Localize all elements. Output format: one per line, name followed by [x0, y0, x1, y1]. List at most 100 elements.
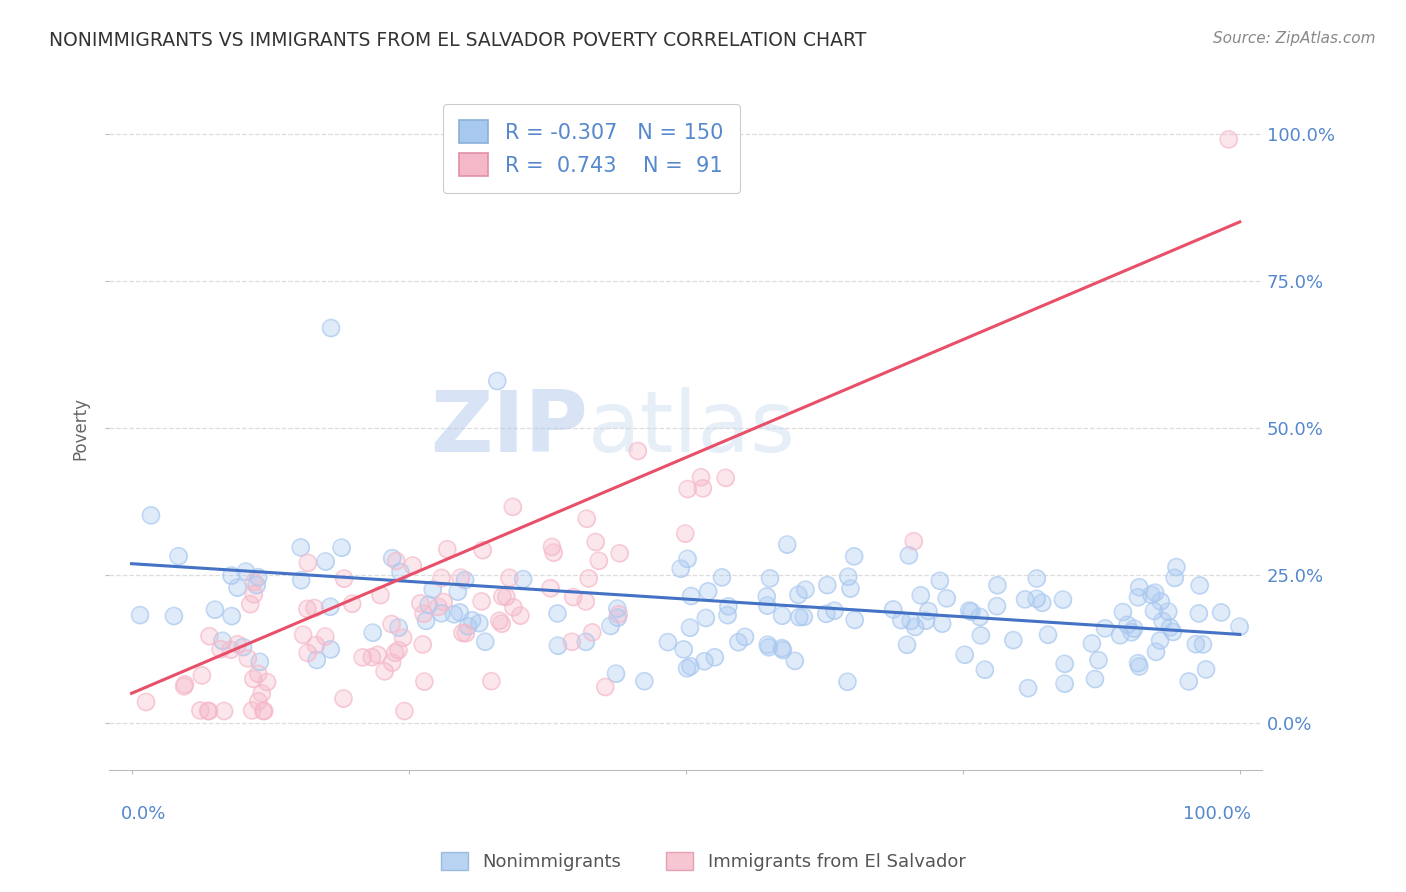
Point	[412, 607, 434, 621]
Point	[693, 654, 716, 668]
Point	[986, 578, 1008, 592]
Point	[1025, 591, 1047, 606]
Point	[1126, 591, 1149, 605]
Point	[512, 572, 534, 586]
Point	[928, 574, 950, 588]
Point	[1140, 588, 1163, 602]
Point	[402, 558, 425, 573]
Point	[561, 634, 583, 648]
Point	[727, 635, 749, 649]
Point	[232, 640, 254, 654]
Point	[986, 599, 1008, 614]
Point	[1123, 622, 1146, 636]
Point	[1126, 656, 1149, 670]
Point	[304, 601, 326, 615]
Point	[1128, 580, 1150, 594]
Point	[449, 605, 471, 619]
Point	[714, 471, 737, 485]
Point	[1149, 633, 1171, 648]
Point	[575, 511, 598, 525]
Point	[970, 628, 993, 642]
Point	[381, 656, 404, 670]
Point	[772, 643, 794, 657]
Point	[402, 558, 425, 573]
Point	[1211, 606, 1233, 620]
Point	[717, 599, 740, 614]
Point	[430, 571, 453, 585]
Point	[243, 574, 266, 589]
Point	[197, 704, 219, 718]
Point	[547, 639, 569, 653]
Point	[1188, 578, 1211, 592]
Point	[562, 590, 585, 604]
Point	[986, 599, 1008, 614]
Text: atlas: atlas	[588, 386, 796, 470]
Point	[578, 571, 600, 585]
Point	[633, 674, 655, 689]
Point	[1143, 604, 1166, 618]
Point	[605, 666, 627, 681]
Point	[340, 597, 363, 611]
Point	[221, 609, 243, 624]
Text: 0.0%: 0.0%	[121, 805, 166, 823]
Point	[717, 599, 740, 614]
Point	[139, 508, 162, 523]
Point	[188, 703, 211, 717]
Point	[957, 603, 980, 617]
Point	[204, 602, 226, 616]
Point	[1116, 617, 1139, 632]
Point	[173, 677, 195, 691]
Point	[381, 551, 404, 566]
Point	[900, 614, 922, 628]
Point	[1036, 628, 1059, 642]
Point	[249, 655, 271, 669]
Point	[681, 589, 703, 603]
Point	[173, 677, 195, 691]
Point	[1188, 607, 1211, 621]
Point	[226, 637, 249, 651]
Point	[672, 642, 695, 657]
Point	[415, 614, 437, 628]
Point	[235, 565, 257, 579]
Point	[319, 642, 342, 657]
Point	[787, 588, 810, 602]
Point	[935, 591, 957, 606]
Point	[882, 602, 904, 616]
Point	[240, 703, 263, 717]
Point	[454, 573, 477, 587]
Point	[247, 694, 270, 708]
Point	[167, 549, 190, 564]
Point	[917, 604, 939, 618]
Point	[491, 590, 513, 604]
Point	[290, 541, 312, 555]
Point	[1218, 132, 1240, 146]
Point	[1144, 585, 1167, 599]
Point	[319, 321, 342, 335]
Point	[1185, 637, 1208, 651]
Point	[471, 543, 494, 558]
Point	[541, 540, 564, 554]
Point	[789, 610, 811, 624]
Point	[292, 628, 315, 642]
Point	[900, 614, 922, 628]
Point	[461, 613, 484, 627]
Point	[204, 602, 226, 616]
Point	[1188, 607, 1211, 621]
Point	[1081, 636, 1104, 650]
Point	[903, 534, 925, 549]
Point	[243, 574, 266, 589]
Point	[290, 573, 312, 587]
Point	[370, 588, 392, 602]
Point	[593, 680, 616, 694]
Point	[486, 374, 509, 388]
Point	[669, 562, 692, 576]
Point	[297, 602, 319, 616]
Point	[770, 608, 793, 623]
Point	[1218, 132, 1240, 146]
Point	[211, 633, 233, 648]
Point	[188, 703, 211, 717]
Point	[474, 634, 496, 648]
Point	[479, 674, 502, 689]
Point	[1109, 628, 1132, 642]
Point	[783, 654, 806, 668]
